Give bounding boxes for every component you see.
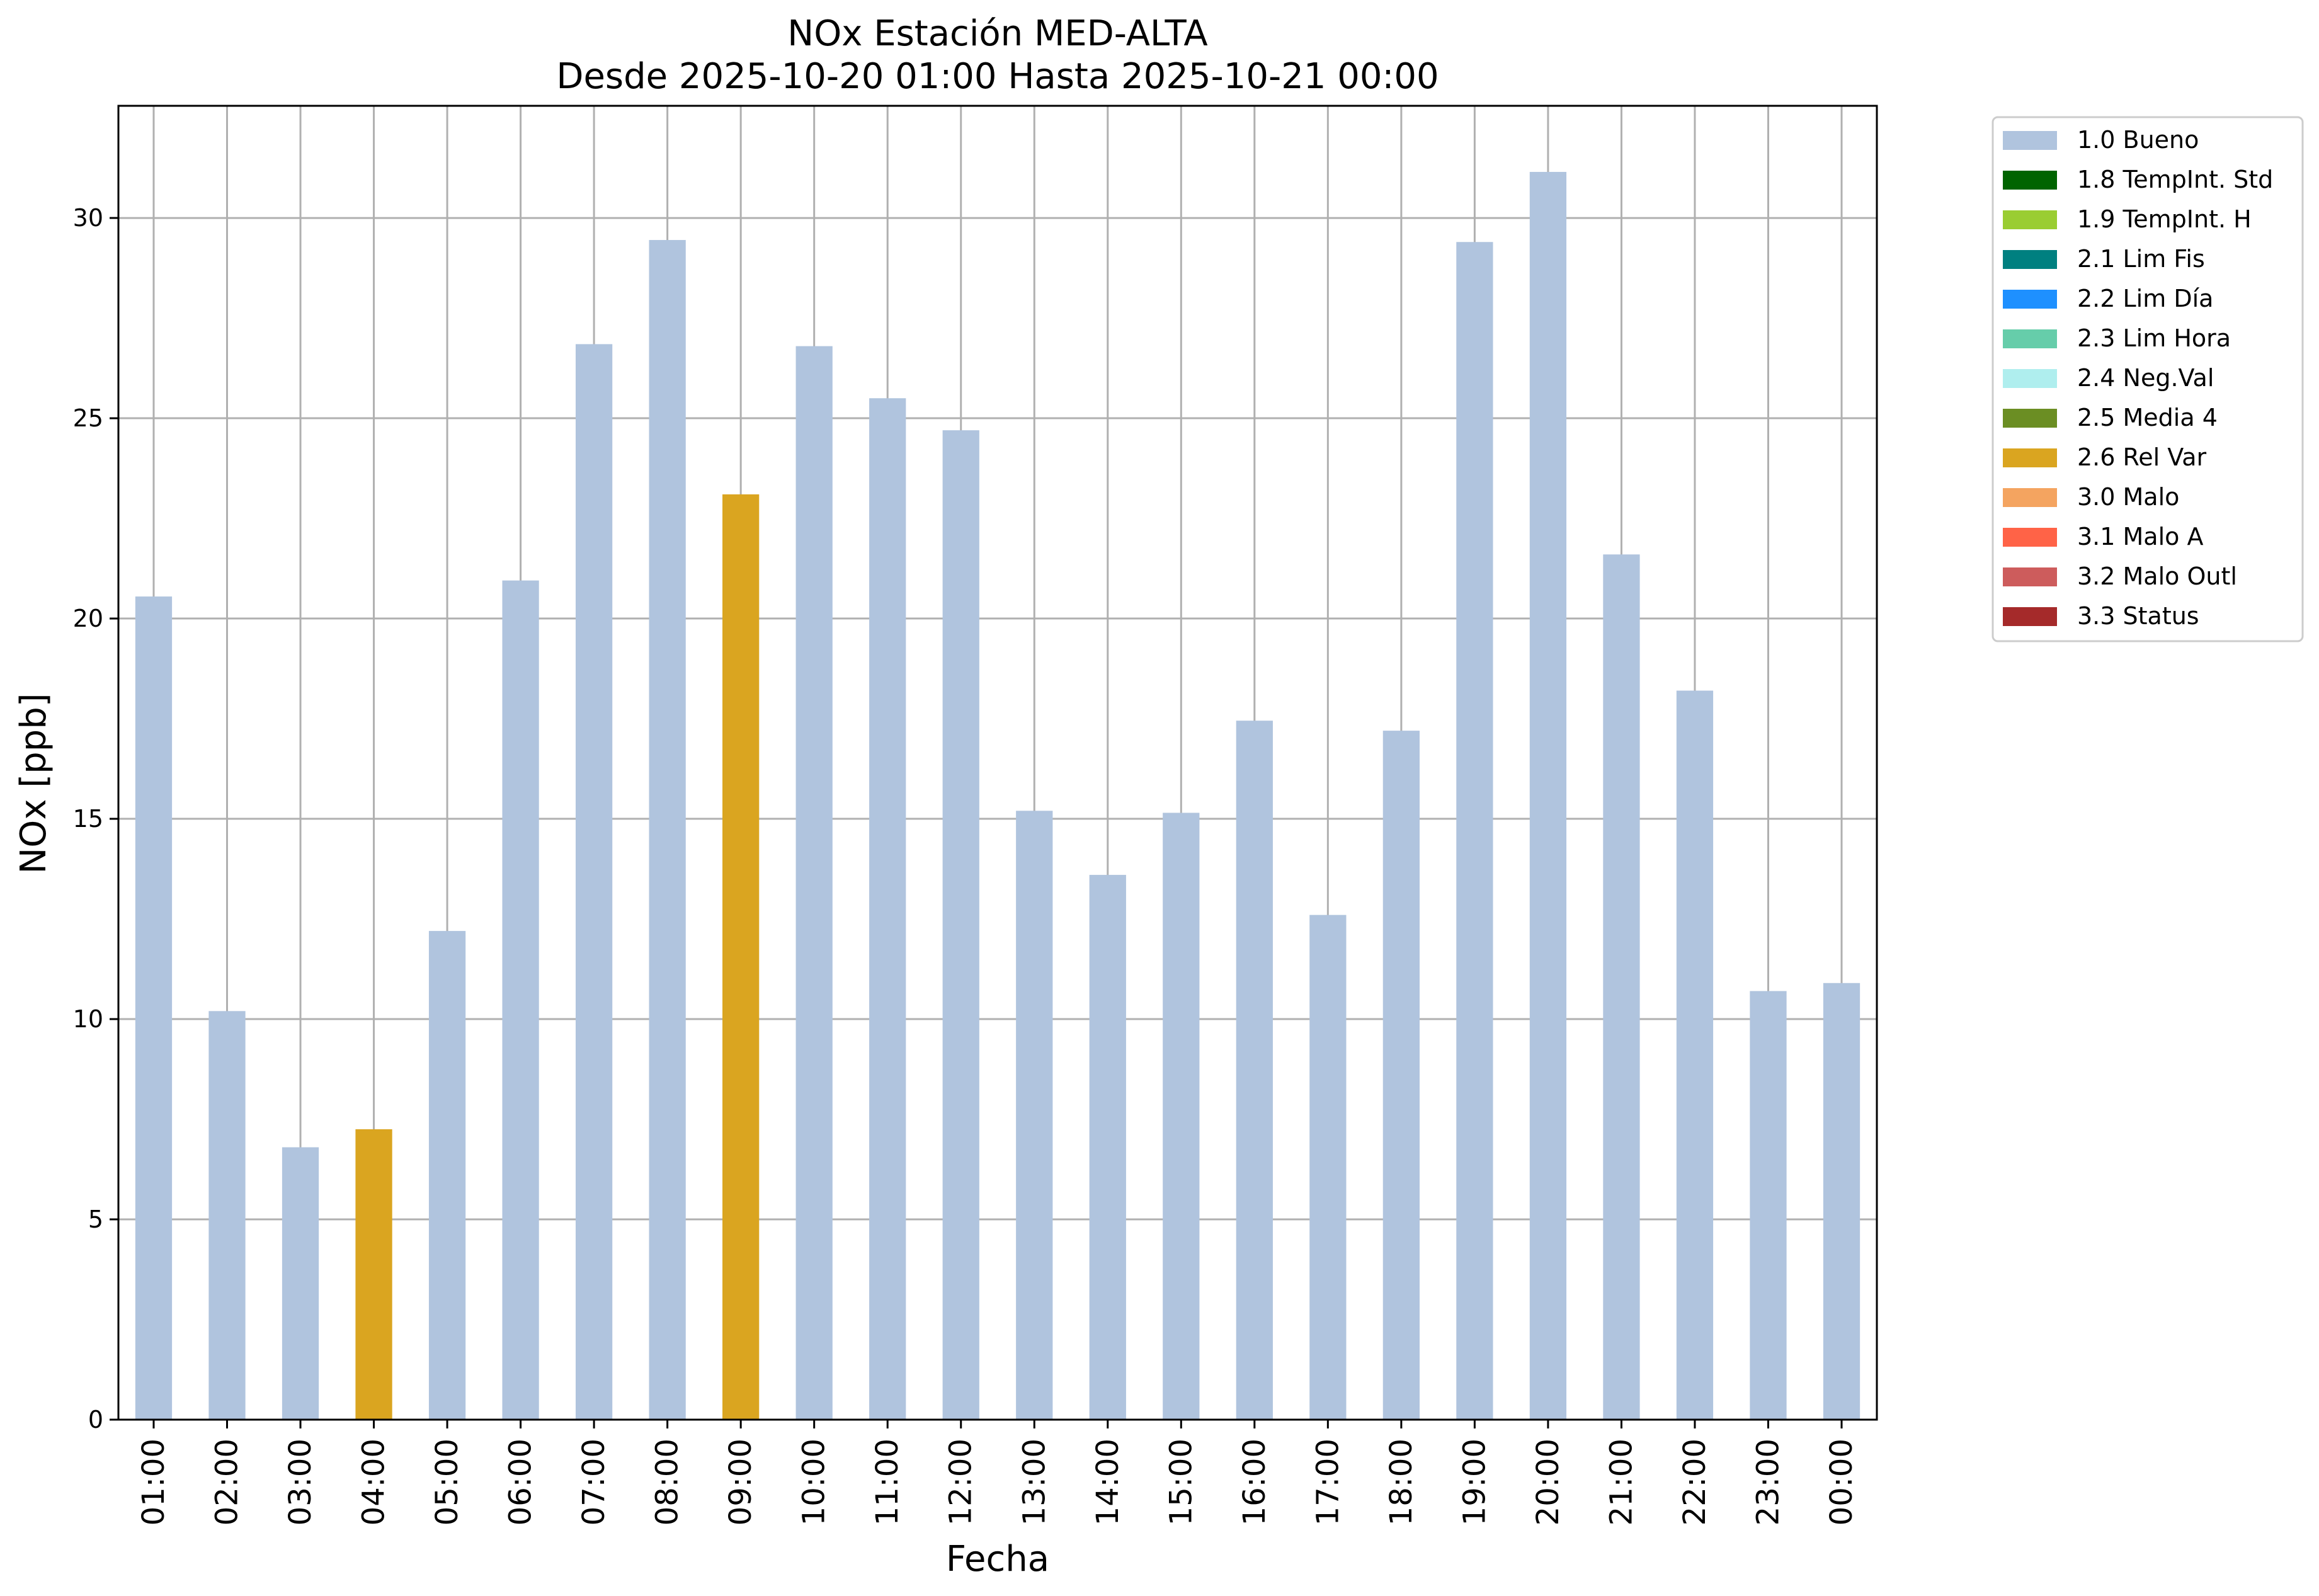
- bar: [1236, 721, 1273, 1420]
- bar: [1382, 731, 1420, 1420]
- bar: [869, 398, 906, 1420]
- x-tick-label: 05:00: [430, 1439, 465, 1525]
- legend-swatch: [2003, 210, 2057, 229]
- x-axis-label: Fecha: [946, 1539, 1049, 1580]
- legend-label: 2.5 Media 4: [2077, 404, 2218, 431]
- legend-swatch: [2003, 250, 2057, 269]
- x-tick-label: 09:00: [723, 1439, 758, 1525]
- x-tick-label: 10:00: [797, 1439, 832, 1525]
- bar: [1823, 983, 1860, 1420]
- legend-label: 3.2 Malo Outl: [2077, 562, 2237, 590]
- x-tick-label: 22:00: [1677, 1439, 1712, 1525]
- x-tick-label: 04:00: [356, 1439, 392, 1525]
- x-tick-label: 18:00: [1384, 1439, 1419, 1525]
- legend-label: 3.1 Malo A: [2077, 523, 2203, 550]
- legend-swatch: [2003, 329, 2057, 348]
- x-tick-label: 19:00: [1457, 1439, 1492, 1525]
- bar: [942, 430, 979, 1420]
- bar: [1163, 812, 1200, 1420]
- legend-label: 2.1 Lim Fis: [2077, 245, 2205, 273]
- x-tick-label: 14:00: [1090, 1439, 1125, 1525]
- x-tick-label: 12:00: [943, 1439, 979, 1525]
- x-tick-label: 17:00: [1310, 1439, 1345, 1525]
- bar: [1529, 171, 1567, 1420]
- x-tick-label: 21:00: [1604, 1439, 1639, 1525]
- x-tick-label: 06:00: [503, 1439, 538, 1525]
- legend-label: 1.0 Bueno: [2077, 126, 2199, 154]
- bar: [1089, 875, 1126, 1420]
- y-tick-label: 0: [88, 1406, 103, 1434]
- bar: [135, 596, 173, 1420]
- chart-title: NOx Estación MED-ALTA: [787, 13, 1207, 54]
- bar: [282, 1147, 319, 1420]
- y-tick-label: 30: [73, 204, 103, 232]
- legend: 1.0 Bueno 1.8 TempInt. Std 1.9 TempInt. H 2…: [1991, 116, 2304, 642]
- bar: [1016, 811, 1053, 1420]
- bar: [1750, 991, 1787, 1420]
- x-tick-label: 23:00: [1750, 1439, 1786, 1525]
- x-tick-label: 03:00: [283, 1439, 318, 1525]
- legend-swatch: [2003, 171, 2057, 190]
- chart-subtitle: Desde 2025-10-20 01:00 Hasta 2025-10-21 …: [556, 56, 1439, 97]
- bar: [795, 346, 833, 1420]
- y-tick-label: 25: [73, 404, 103, 432]
- bar: [1603, 554, 1640, 1420]
- legend-swatch: [2003, 607, 2057, 626]
- bar: [649, 240, 686, 1420]
- x-tick-label: 11:00: [870, 1439, 905, 1525]
- legend-label: 2.4 Neg.Val: [2077, 364, 2214, 392]
- bar: [208, 1011, 246, 1420]
- legend-swatch: [2003, 131, 2057, 150]
- bars: [135, 171, 1860, 1420]
- x-tick-label: 15:00: [1163, 1439, 1199, 1525]
- y-tick-label: 10: [73, 1005, 103, 1033]
- legend-label: 3.0 Malo: [2077, 483, 2179, 511]
- x-tick-label: 20:00: [1530, 1439, 1566, 1525]
- y-axis: 0 5 10 15 20 25 30: [73, 204, 118, 1434]
- bar: [722, 494, 760, 1420]
- x-tick-label: 07:00: [576, 1439, 612, 1525]
- bar: [502, 580, 539, 1420]
- legend-swatch: [2003, 369, 2057, 388]
- legend-swatch: [2003, 528, 2057, 547]
- legend-box: [1991, 116, 2304, 642]
- bar: [355, 1129, 392, 1420]
- x-tick-label: 16:00: [1237, 1439, 1272, 1525]
- legend-label: 3.3 Status: [2077, 602, 2199, 630]
- x-tick-label: 08:00: [650, 1439, 685, 1525]
- x-tick-label: 01:00: [136, 1439, 171, 1525]
- legend-swatch: [2003, 290, 2057, 309]
- bar: [1309, 915, 1347, 1420]
- legend-label: 1.9 TempInt. H: [2077, 205, 2252, 233]
- legend-swatch: [2003, 409, 2057, 428]
- legend-swatch: [2003, 448, 2057, 467]
- x-tick-label: 00:00: [1824, 1439, 1859, 1525]
- legend-label: 1.8 TempInt. Std: [2077, 166, 2273, 193]
- y-axis-label: NOx [ppb]: [13, 693, 54, 874]
- x-tick-label: 02:00: [210, 1439, 245, 1525]
- bar: [1676, 690, 1714, 1420]
- x-tick-label: 13:00: [1017, 1439, 1052, 1525]
- bar: [575, 344, 613, 1420]
- legend-label: 2.3 Lim Hora: [2077, 324, 2231, 352]
- bar: [428, 931, 466, 1420]
- y-tick-label: 5: [88, 1206, 103, 1233]
- legend-label: 2.6 Rel Var: [2077, 443, 2207, 471]
- legend-swatch: [2003, 488, 2057, 507]
- x-axis: 01:00 02:00 03:00 04:00 05:00 06:00 07:00 08:00…: [136, 1420, 1859, 1525]
- y-tick-label: 20: [73, 605, 103, 632]
- legend-label: 2.2 Lim Día: [2077, 285, 2213, 312]
- plot-frame: [117, 105, 1878, 1421]
- y-tick-label: 15: [73, 805, 103, 833]
- bar: [1456, 242, 1493, 1420]
- legend-swatch: [2003, 567, 2057, 586]
